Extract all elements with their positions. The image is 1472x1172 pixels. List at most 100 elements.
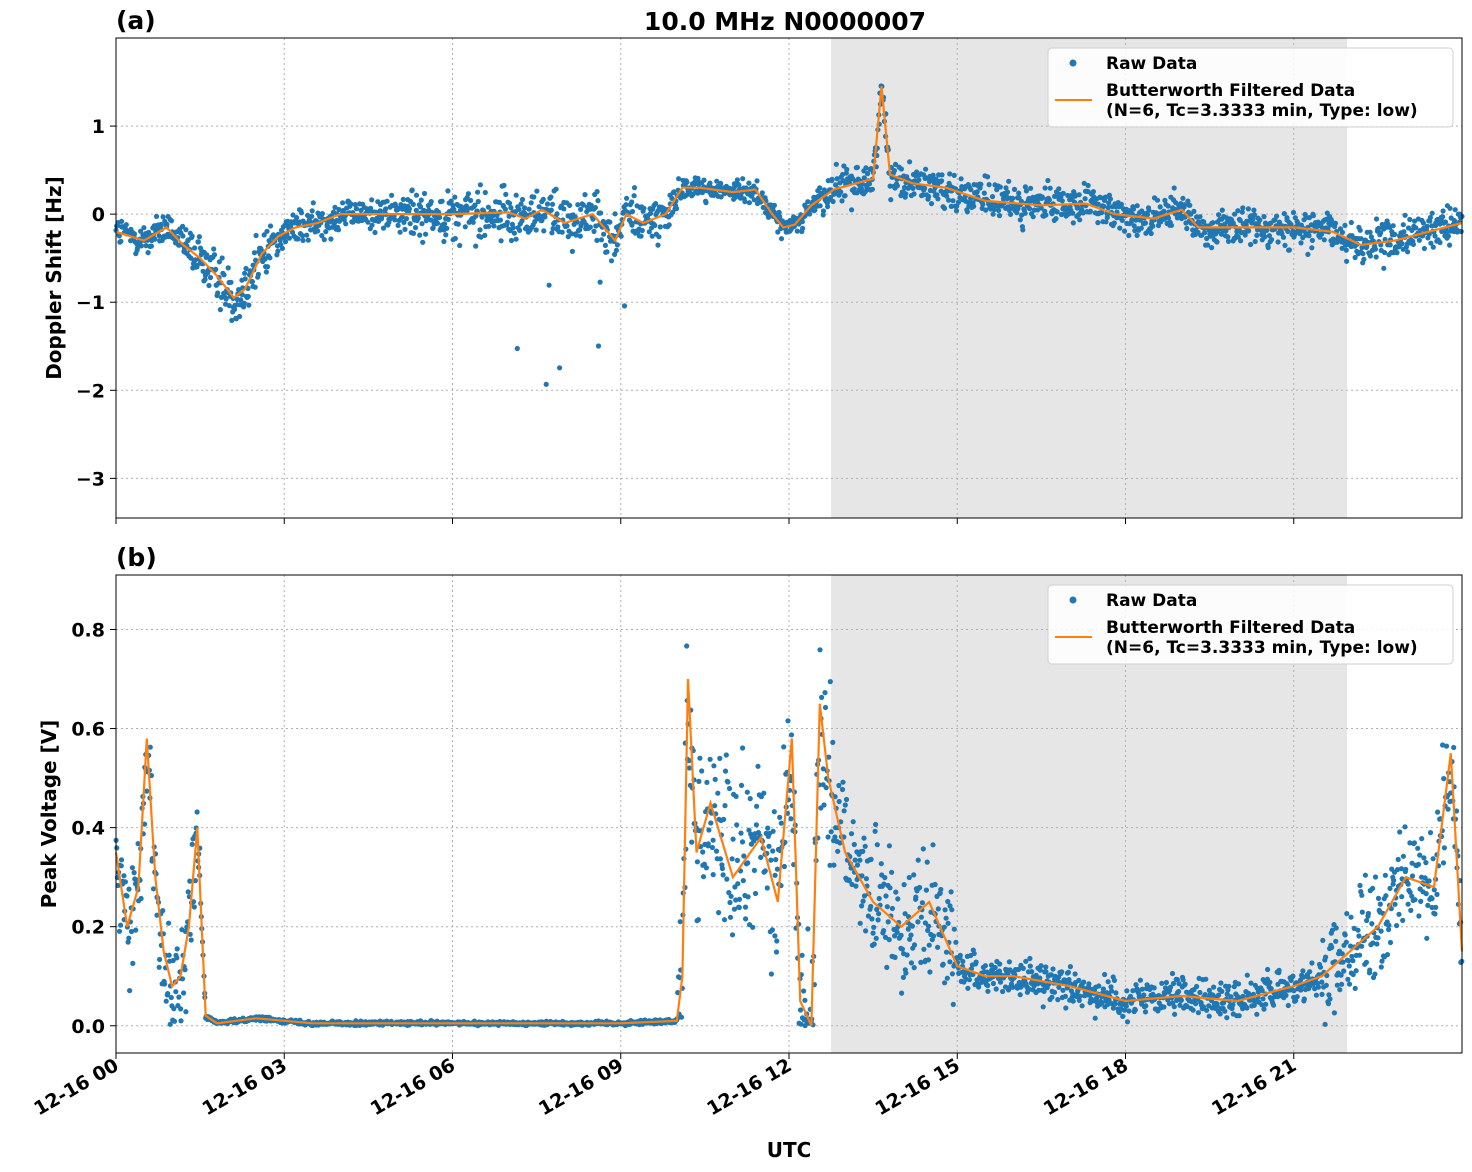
raw-data-point — [820, 766, 826, 772]
y-tick-label: 0.6 — [71, 719, 105, 741]
raw-data-point — [774, 866, 781, 872]
raw-data-point — [400, 196, 406, 202]
raw-data-point — [115, 882, 121, 889]
legend: Raw Data Butterworth Filtered Data(N=6, T… — [1047, 584, 1454, 665]
raw-data-point — [1214, 1003, 1220, 1009]
raw-data-point — [142, 821, 148, 827]
raw-data-point — [953, 208, 960, 214]
raw-data-point — [736, 182, 742, 188]
raw-data-point — [253, 232, 259, 239]
raw-data-point — [649, 233, 655, 239]
raw-data-point — [920, 192, 926, 198]
raw-data-point — [631, 193, 637, 199]
raw-data-point — [1246, 228, 1252, 234]
raw-data-point — [1387, 242, 1393, 248]
raw-data-point — [770, 828, 776, 834]
raw-data-point — [1043, 969, 1049, 975]
raw-data-point — [839, 786, 846, 793]
raw-data-point — [623, 202, 629, 208]
raw-data-point — [1059, 198, 1065, 204]
raw-data-point — [1060, 987, 1066, 993]
raw-data-point — [960, 958, 966, 965]
raw-data-point — [216, 259, 222, 265]
raw-data-point — [445, 216, 451, 222]
raw-data-point — [1081, 979, 1087, 985]
raw-data-point — [1204, 1007, 1210, 1013]
raw-data-point — [827, 862, 833, 868]
raw-data-point — [477, 227, 483, 233]
legend-filtered-label: Butterworth Filtered Data — [1106, 81, 1355, 101]
raw-data-point — [1368, 234, 1374, 240]
raw-data-point — [827, 679, 833, 685]
raw-data-point — [1320, 937, 1326, 944]
raw-data-point — [721, 917, 728, 923]
raw-data-point — [194, 264, 200, 270]
raw-data-point — [686, 765, 693, 771]
raw-data-point — [144, 788, 150, 794]
y-axis-label: Peak Voltage [V] — [37, 720, 61, 909]
legend-raw-marker — [1069, 596, 1077, 604]
raw-data-point — [1415, 845, 1421, 851]
raw-data-point — [922, 920, 929, 926]
raw-data-point — [189, 841, 195, 847]
raw-data-point — [1394, 250, 1400, 256]
raw-data-point — [526, 206, 532, 212]
raw-data-point — [1110, 1005, 1116, 1011]
raw-data-point — [592, 205, 599, 211]
raw-data-point — [1291, 988, 1297, 994]
raw-data-point — [990, 211, 996, 217]
raw-data-point — [900, 974, 907, 981]
raw-data-point — [513, 192, 519, 198]
raw-data-point — [953, 939, 959, 945]
raw-data-point — [582, 192, 588, 198]
raw-data-point — [738, 830, 744, 836]
raw-data-point — [211, 246, 217, 252]
raw-data-point — [402, 226, 408, 232]
raw-data-point — [131, 870, 137, 876]
raw-data-point — [1178, 997, 1184, 1003]
raw-data-point — [219, 255, 225, 261]
raw-data-point — [641, 205, 647, 211]
raw-data-point — [1384, 952, 1391, 958]
raw-data-point — [1355, 927, 1361, 933]
raw-data-point — [595, 198, 601, 204]
raw-data-point — [778, 236, 785, 242]
raw-data-point — [646, 229, 652, 235]
raw-data-point — [892, 954, 898, 961]
raw-data-point — [543, 381, 549, 387]
y-tick-label: −3 — [76, 468, 105, 490]
raw-data-point — [1146, 207, 1152, 213]
raw-data-point — [948, 203, 954, 209]
raw-data-point — [945, 898, 951, 905]
raw-data-point — [861, 175, 867, 181]
raw-data-point — [1029, 969, 1035, 975]
raw-data-point — [542, 214, 548, 220]
raw-data-point — [332, 204, 338, 210]
raw-data-point — [157, 956, 163, 963]
raw-data-point — [1022, 184, 1028, 190]
raw-data-point — [1398, 866, 1404, 872]
raw-data-point — [1077, 217, 1083, 223]
raw-data-point — [1194, 983, 1200, 990]
raw-data-point — [369, 197, 375, 203]
raw-data-point — [992, 964, 998, 971]
raw-data-point — [171, 1018, 178, 1024]
raw-data-point — [1361, 256, 1367, 262]
raw-data-point — [1346, 963, 1352, 969]
raw-data-point — [147, 744, 153, 750]
raw-data-point — [204, 252, 210, 258]
raw-data-point — [1211, 984, 1217, 990]
raw-data-point — [797, 1007, 804, 1013]
raw-data-point — [919, 900, 926, 906]
raw-data-point — [1109, 988, 1115, 994]
raw-data-point — [765, 825, 771, 831]
raw-data-point — [1072, 971, 1078, 977]
raw-data-point — [237, 313, 243, 320]
raw-data-point — [138, 895, 144, 902]
raw-data-point — [275, 248, 281, 254]
raw-data-point — [1187, 202, 1193, 208]
y-tick-label: 0.0 — [71, 1016, 105, 1038]
raw-data-point — [192, 245, 198, 251]
raw-data-point — [1382, 872, 1388, 878]
raw-data-point — [1159, 980, 1165, 986]
